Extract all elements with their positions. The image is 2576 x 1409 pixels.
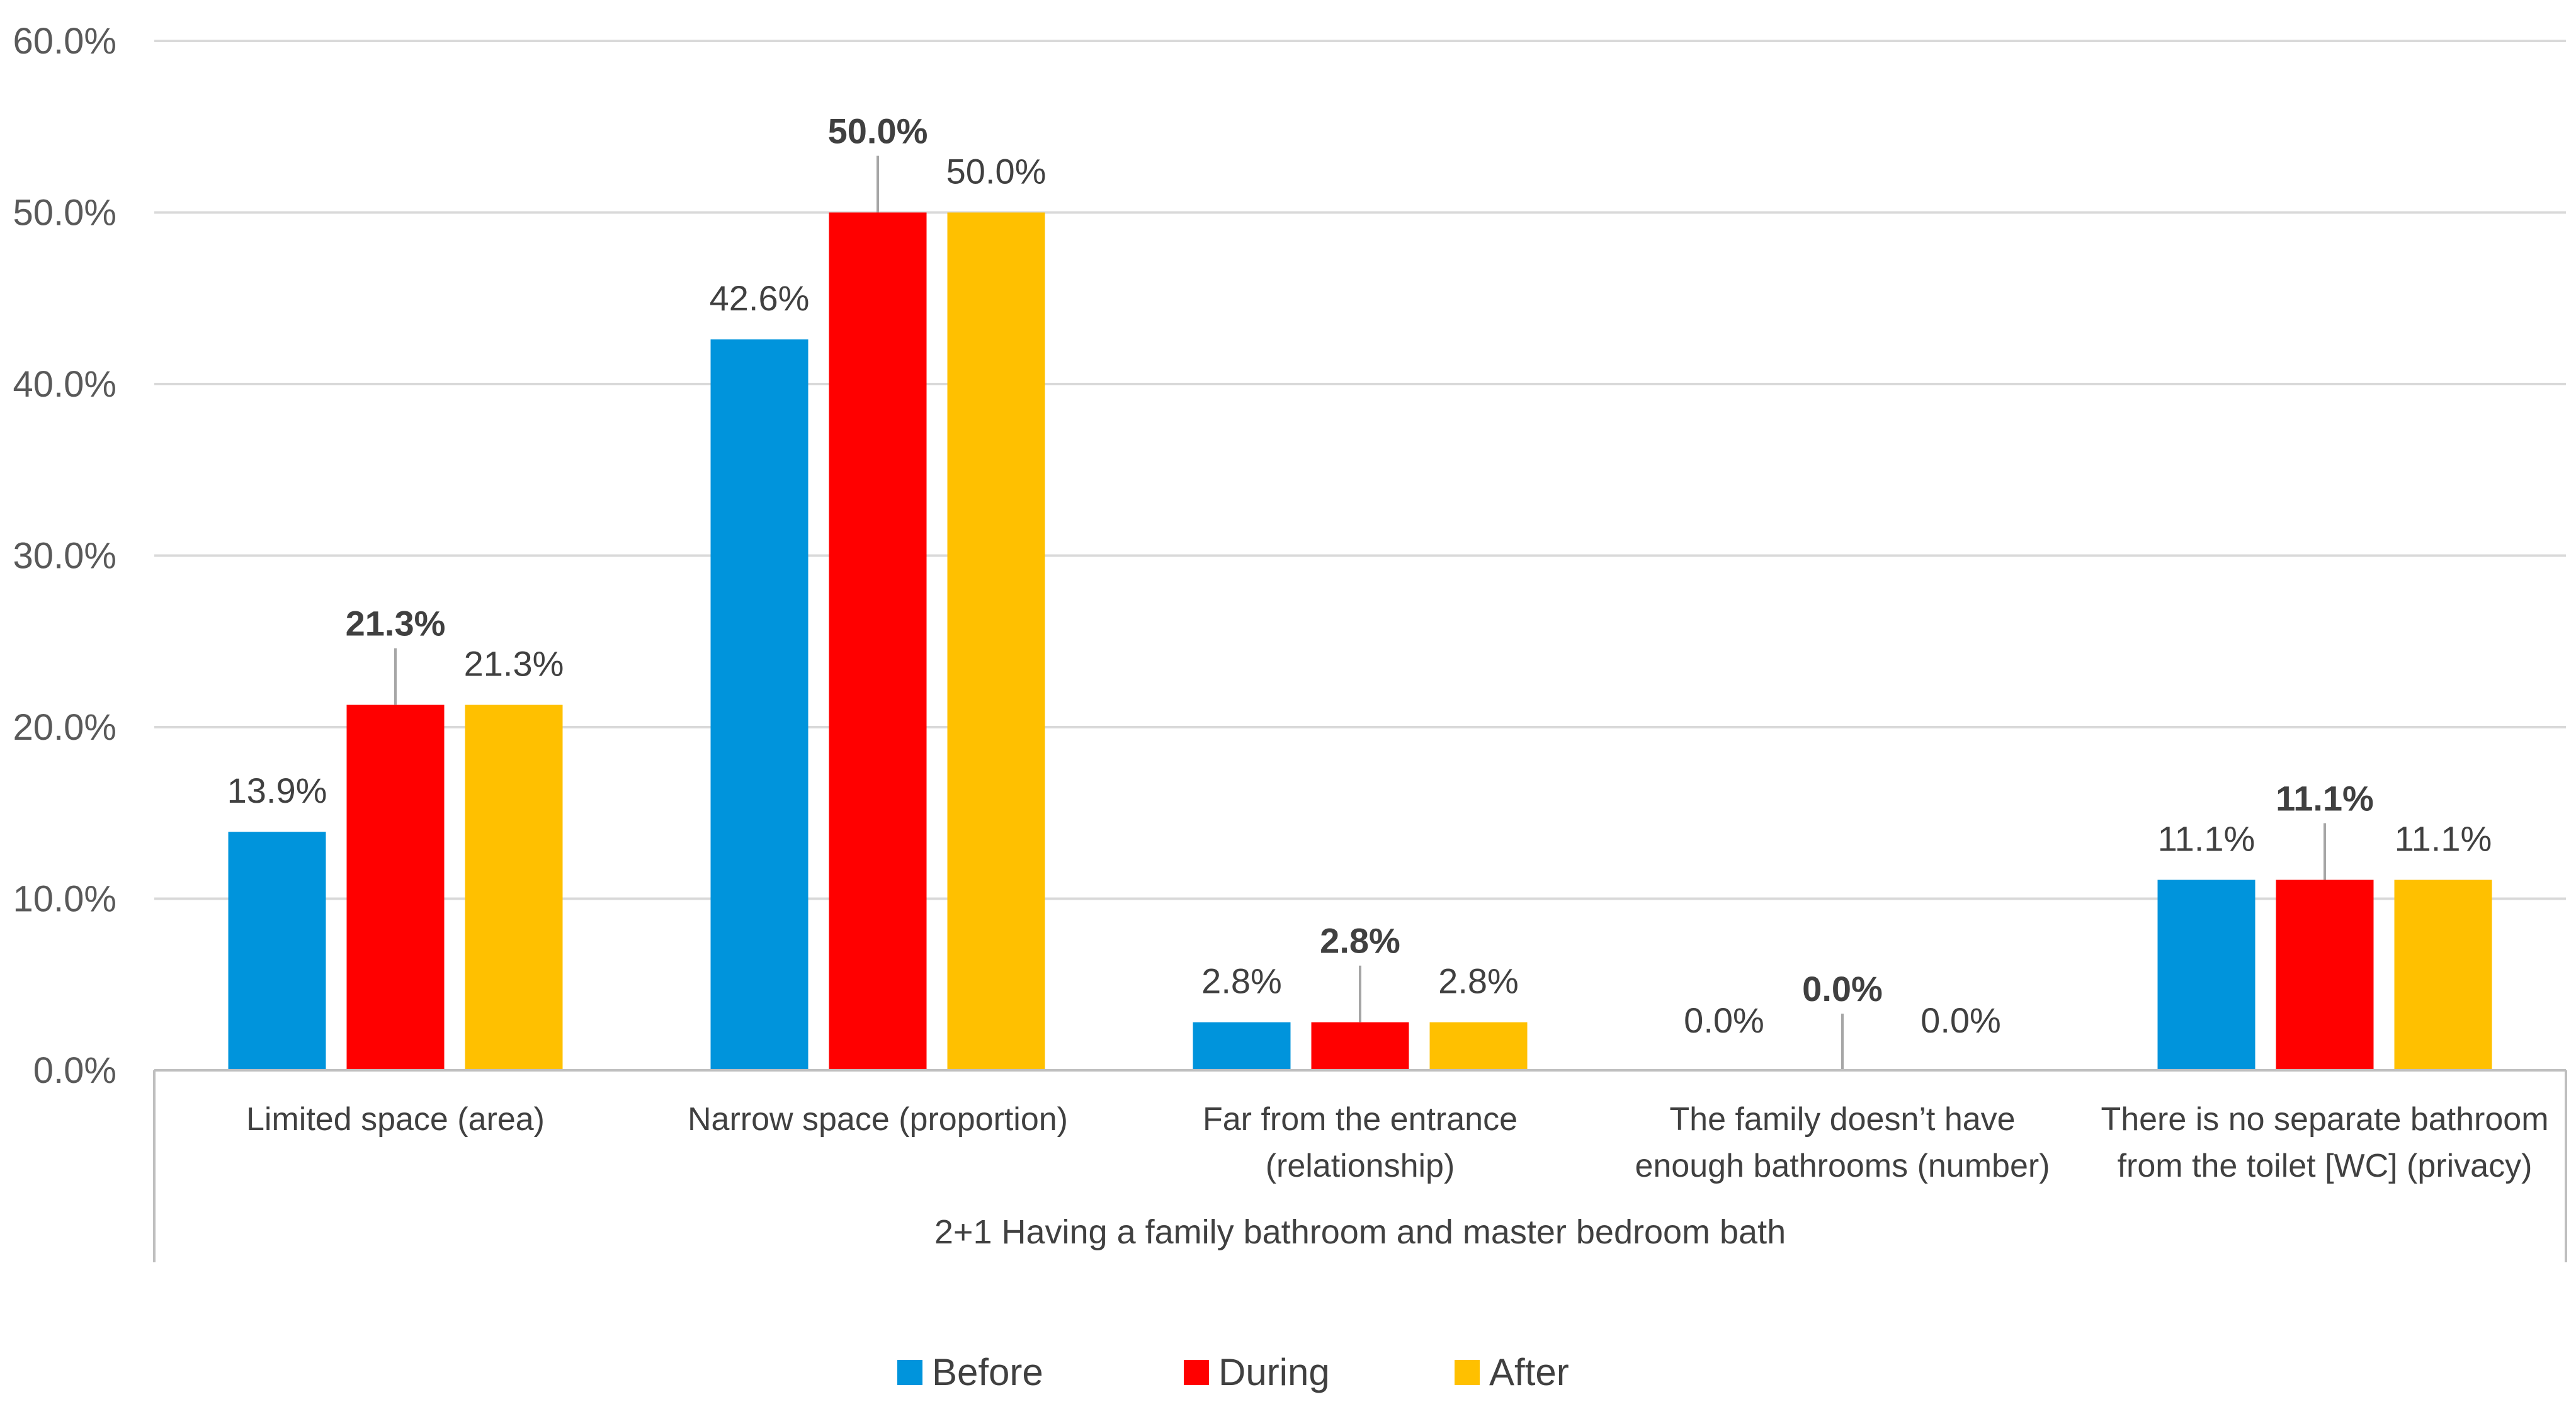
- legend: Before During After: [897, 1351, 1569, 1393]
- category-labels: Limited space (area) Narrow space (propor…: [246, 1101, 2549, 1184]
- y-tick-label: 30.0%: [13, 536, 116, 577]
- bar-after: [465, 704, 563, 1070]
- data-label: 50.0%: [946, 152, 1047, 191]
- category-label: Limited space (area): [246, 1101, 545, 1138]
- bar-after: [947, 212, 1045, 1070]
- data-label: 21.3%: [464, 644, 564, 684]
- bar-during: [829, 212, 927, 1070]
- legend-swatch-before: [897, 1360, 922, 1385]
- y-axis-ticks: 0.0% 10.0% 20.0% 30.0% 40.0% 50.0% 60.0%: [13, 21, 116, 1091]
- y-tick-label: 60.0%: [13, 21, 116, 62]
- y-tick-label: 40.0%: [13, 364, 116, 405]
- bar-after: [1429, 1022, 1528, 1070]
- category-label: from the toilet [WC] (privacy): [2118, 1148, 2533, 1184]
- data-label: 0.0%: [1802, 969, 1883, 1009]
- bar-before: [228, 832, 326, 1070]
- y-tick-label: 0.0%: [33, 1050, 116, 1091]
- category-label: Far from the entrance: [1203, 1101, 1518, 1138]
- data-label: 0.0%: [1921, 1000, 2001, 1040]
- data-label: 21.3%: [346, 604, 446, 643]
- x-axis: [153, 1069, 2567, 1262]
- category-label: The family doesn’t have: [1669, 1101, 2015, 1138]
- legend-swatch-during: [1184, 1360, 1209, 1385]
- bar-during: [2276, 880, 2374, 1070]
- bar-before: [1193, 1022, 1291, 1070]
- data-label: 2.8%: [1438, 961, 1519, 1001]
- data-label: 11.1%: [2395, 819, 2492, 859]
- legend-label-during: During: [1218, 1351, 1330, 1393]
- category-label: Narrow space (proportion): [688, 1101, 1068, 1138]
- bars: [228, 212, 2492, 1070]
- legend-swatch-after: [1455, 1360, 1480, 1385]
- legend-label-after: After: [1489, 1351, 1569, 1393]
- data-label: 42.6%: [710, 278, 810, 318]
- y-tick-label: 10.0%: [13, 879, 116, 920]
- data-label: 11.1%: [2158, 819, 2255, 859]
- data-labels: 13.9% 21.3% 21.3% 42.6% 50.0% 50.0% 2.8% 2.8% 2.…: [227, 111, 2492, 1041]
- y-tick-label: 20.0%: [13, 707, 116, 748]
- legend-label-before: Before: [932, 1351, 1043, 1393]
- data-label: 50.0%: [828, 111, 928, 151]
- bar-after: [2394, 880, 2492, 1070]
- label-leader-lines: [394, 156, 2326, 1070]
- category-label: There is no separate bathroom: [2101, 1101, 2548, 1138]
- bar-during: [346, 704, 445, 1070]
- category-label: enough bathrooms (number): [1635, 1148, 2050, 1184]
- data-label: 11.1%: [2276, 779, 2374, 818]
- data-label: 2.8%: [1320, 921, 1400, 961]
- bar-before: [2157, 880, 2255, 1070]
- data-label: 0.0%: [1684, 1000, 1764, 1040]
- data-label: 13.9%: [227, 771, 327, 810]
- category-label: (relationship): [1266, 1148, 1455, 1184]
- data-label: 2.8%: [1201, 961, 1282, 1001]
- y-tick-label: 50.0%: [13, 193, 116, 234]
- bar-before: [710, 339, 809, 1070]
- bar-during: [1311, 1022, 1409, 1070]
- group-label: 2+1 Having a family bathroom and master …: [934, 1213, 1786, 1251]
